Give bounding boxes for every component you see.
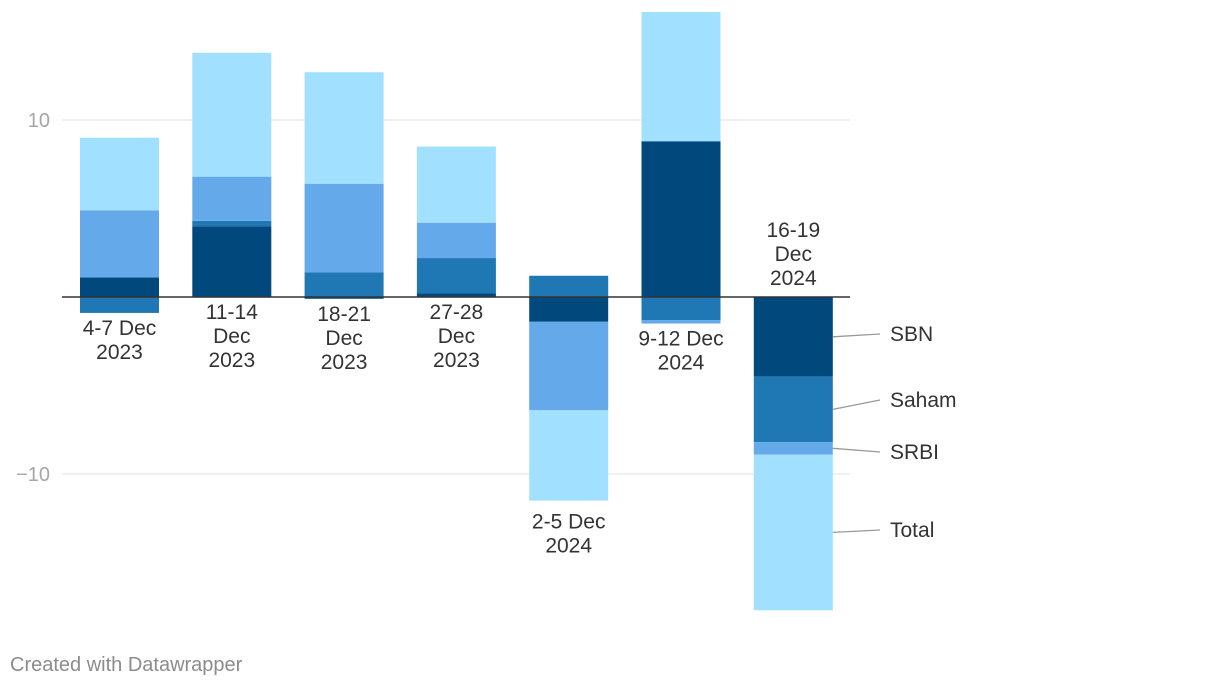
category-label: 2023 bbox=[96, 341, 143, 364]
category-label: 27-28 bbox=[430, 301, 484, 324]
legend-leader-line bbox=[832, 447, 881, 453]
category-label: 16-19 bbox=[766, 219, 820, 242]
bar-segment-total bbox=[192, 52, 272, 177]
bar-segment-saham bbox=[529, 275, 609, 297]
bar-segment-sbn bbox=[416, 293, 496, 297]
bar-segment-srbi bbox=[641, 320, 721, 324]
bar-segment-srbi bbox=[753, 442, 833, 455]
category-label: Dec bbox=[325, 327, 362, 350]
legend-leader-line bbox=[832, 399, 881, 411]
bar-segment-sbn bbox=[641, 141, 721, 297]
bar-segment-sbn bbox=[753, 297, 833, 377]
category-label: 2023 bbox=[208, 349, 255, 372]
bar-segment-srbi bbox=[192, 176, 272, 221]
category-label: 2024 bbox=[545, 535, 592, 558]
bar-segment-sbn bbox=[304, 297, 384, 299]
legend-leader-line bbox=[832, 529, 881, 534]
category-label: Dec bbox=[438, 325, 475, 348]
category-label: Dec bbox=[213, 325, 250, 348]
bar-segment-saham bbox=[80, 297, 159, 313]
legend-label-saham: Saham bbox=[890, 389, 957, 412]
bar-segment-srbi bbox=[304, 183, 384, 273]
bar-segment-saham bbox=[753, 376, 833, 443]
bar-segment-total bbox=[529, 410, 609, 501]
category-label: Dec bbox=[775, 243, 812, 266]
y-tick-label: 10 bbox=[28, 110, 50, 132]
bar-segment-saham bbox=[641, 297, 721, 321]
bar-segment-total bbox=[304, 72, 384, 184]
bar-segment-sbn bbox=[80, 277, 159, 297]
category-label: 2-5 Dec bbox=[532, 511, 606, 534]
bar-segment-sbn bbox=[192, 226, 272, 297]
bar-segment-total bbox=[753, 454, 833, 611]
bar-segment-saham bbox=[304, 272, 384, 297]
bar-segment-total bbox=[80, 137, 159, 211]
legend-label-sbn: SBN bbox=[890, 323, 933, 346]
y-tick-label: −10 bbox=[16, 464, 50, 486]
category-label: 2024 bbox=[770, 267, 817, 290]
legend-leader-line bbox=[832, 333, 881, 338]
bar-segment-srbi bbox=[80, 210, 159, 278]
category-label: 9-12 Dec bbox=[638, 328, 723, 351]
category-label: 18-21 bbox=[317, 303, 371, 326]
legend-label-total: Total bbox=[890, 519, 934, 542]
category-label: 11-14 bbox=[206, 301, 258, 324]
bar-segment-sbn bbox=[529, 297, 609, 322]
category-label: 2023 bbox=[321, 351, 368, 374]
bar-segment-saham bbox=[416, 258, 496, 294]
category-label: 2024 bbox=[658, 352, 705, 375]
bar-segment-total bbox=[641, 12, 721, 142]
credit-text: Created with Datawrapper bbox=[10, 654, 243, 676]
bar-segment-srbi bbox=[529, 321, 609, 411]
bar-segment-saham bbox=[192, 220, 272, 227]
bar-segment-total bbox=[416, 146, 496, 223]
bar-segment-srbi bbox=[416, 222, 496, 259]
legend-label-srbi: SRBI bbox=[890, 441, 939, 464]
category-label: 4-7 Dec bbox=[83, 317, 157, 340]
category-label: 2023 bbox=[433, 349, 480, 372]
